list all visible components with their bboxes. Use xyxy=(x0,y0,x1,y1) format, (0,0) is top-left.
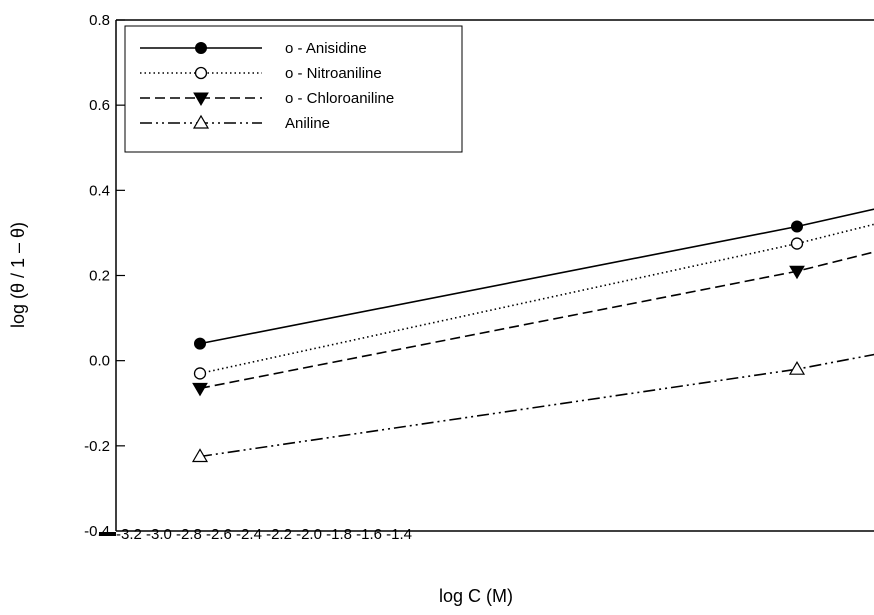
series-1 xyxy=(194,208,874,350)
legend-label: o - Chloroaniline xyxy=(285,90,394,107)
series-line xyxy=(199,353,874,458)
data-point xyxy=(195,42,207,54)
x-axis-tick-labels: -3.2 -3.0 -2.8 -2.6 -2.4 -2.2 -2.0 -1.8 … xyxy=(99,526,412,543)
series-3 xyxy=(192,251,874,397)
data-point xyxy=(194,66,208,80)
series-layer xyxy=(191,208,874,463)
legend-label: Aniline xyxy=(285,115,330,132)
y-tick-label: 0.0 xyxy=(89,353,110,370)
data-point xyxy=(192,382,208,397)
series-2 xyxy=(193,223,874,380)
data-point xyxy=(194,337,206,350)
series-line xyxy=(199,208,874,345)
x-axis-title: log C (M) xyxy=(439,586,513,606)
y-axis-ticks: 0.8 0.6 0.4 0.2 0.0 -0.2 -0.4 xyxy=(84,12,125,540)
y-tick-label: -0.4 xyxy=(84,523,110,540)
series-line xyxy=(199,223,874,375)
data-point xyxy=(789,265,805,280)
y-tick-label: 0.8 xyxy=(89,12,110,29)
y-tick-label: 0.4 xyxy=(89,182,110,199)
y-axis-title: log (θ / 1 – θ) xyxy=(8,222,28,328)
legend: o - Anisidine o - Nitroaniline o - Chloroa… xyxy=(124,25,463,153)
legend-label: o - Anisidine xyxy=(285,40,367,57)
data-point xyxy=(193,367,207,380)
data-point xyxy=(790,237,804,250)
data-point xyxy=(788,360,806,375)
legend-label: o - Nitroaniline xyxy=(285,65,382,82)
data-point xyxy=(791,220,803,233)
series-4 xyxy=(191,353,874,463)
y-tick-label: 0.2 xyxy=(89,268,110,285)
y-tick-label: -0.2 xyxy=(84,438,110,455)
data-point xyxy=(192,114,210,129)
x-axis-origin-marker xyxy=(99,532,116,536)
x-tick-label-group: -3.2 -3.0 -2.8 -2.6 -2.4 -2.2 -2.0 -1.8 … xyxy=(116,526,412,543)
data-point xyxy=(191,448,209,463)
series-line xyxy=(199,251,874,390)
legend-box xyxy=(124,25,463,153)
data-point xyxy=(193,92,209,106)
y-tick-label: 0.6 xyxy=(89,97,110,114)
